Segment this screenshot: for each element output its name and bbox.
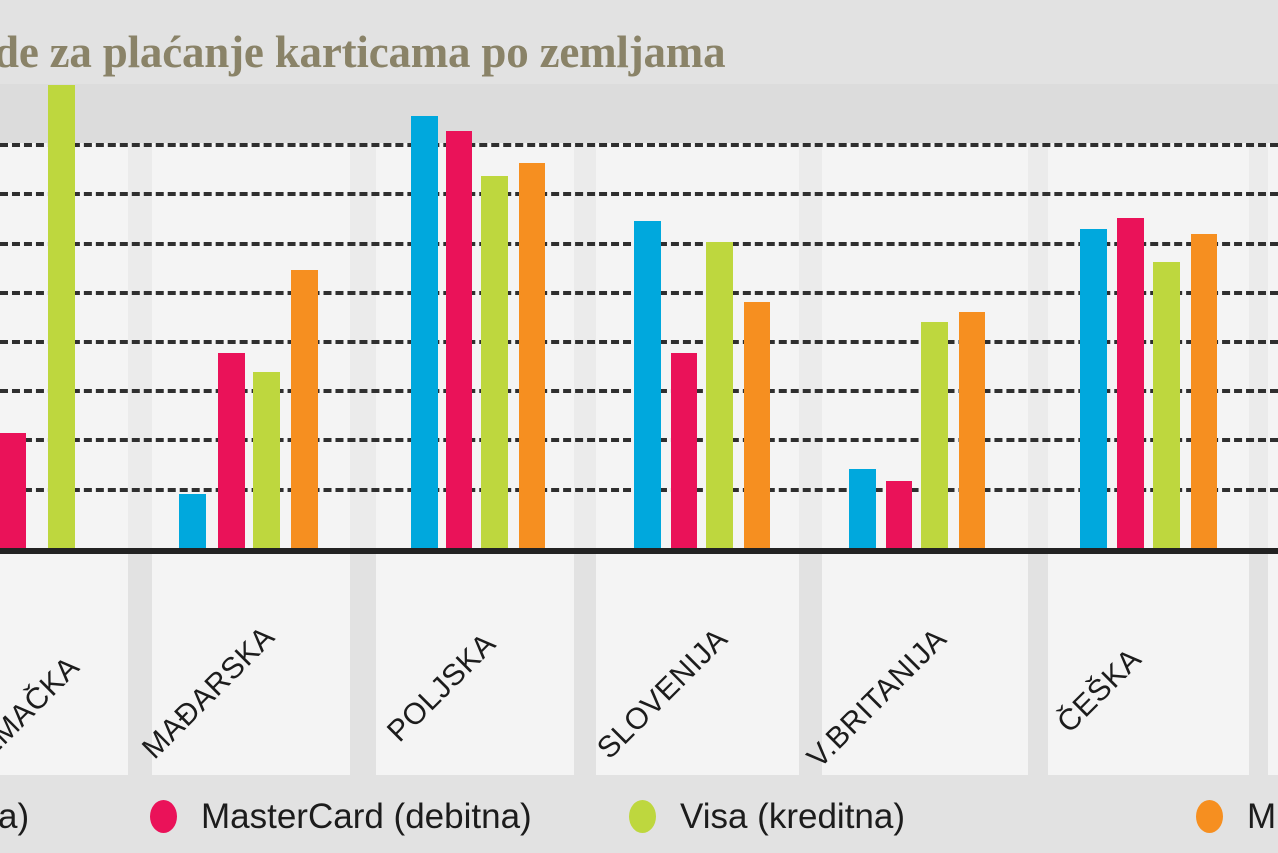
category-label-band: [822, 554, 1028, 775]
legend-label: Visa (kreditna): [680, 796, 906, 836]
plot-area: [0, 84, 1278, 548]
category-label-band: [152, 554, 350, 775]
gridline: [0, 192, 1278, 196]
bar[interactable]: [706, 242, 733, 548]
bar[interactable]: [1191, 234, 1217, 548]
legend-item[interactable]: MasterCard (debitna): [150, 780, 532, 853]
bar[interactable]: [1153, 262, 1180, 548]
bar[interactable]: [519, 163, 545, 548]
bar[interactable]: [849, 469, 876, 548]
legend-item[interactable]: Visa (kreditna): [629, 780, 905, 853]
legend-swatch-circle-icon: [629, 800, 656, 833]
legend-label: MasterCard (debitna): [201, 796, 532, 836]
gridline: [0, 143, 1278, 147]
bar[interactable]: [959, 312, 985, 548]
category-label-band: [596, 554, 799, 775]
bar[interactable]: [0, 433, 26, 548]
bar[interactable]: [634, 221, 661, 548]
x-axis-line: [0, 548, 1278, 554]
category-band: [1268, 143, 1278, 548]
bar[interactable]: [446, 131, 472, 548]
legend-item[interactable]: a): [0, 780, 29, 853]
bar[interactable]: [744, 302, 770, 548]
bar[interactable]: [253, 372, 280, 548]
chart-title: de za plaćanje karticama po zemljama: [0, 27, 726, 77]
bar[interactable]: [481, 176, 508, 548]
bar[interactable]: [179, 494, 206, 548]
legend-swatch-circle-icon: [150, 800, 177, 833]
category-label-band: [0, 554, 128, 775]
bar[interactable]: [886, 481, 912, 548]
bar[interactable]: [671, 353, 697, 548]
category-label-zone: EMAČKA MAĐARSKA POLJSKA SLOVENIJA V.BRITANIJ…: [0, 554, 1278, 780]
bar[interactable]: [1117, 218, 1144, 548]
category-label-band: [1048, 554, 1249, 775]
category-label-band: [1268, 554, 1278, 775]
bar[interactable]: [48, 85, 75, 548]
legend-label: M: [1247, 796, 1277, 836]
legend-item[interactable]: M: [1196, 780, 1276, 853]
bar[interactable]: [411, 116, 438, 548]
legend-swatch-circle-icon: [1196, 800, 1223, 833]
bar[interactable]: [218, 353, 245, 548]
bar[interactable]: [1080, 229, 1107, 548]
chart-legend: a) MasterCard (debitna) Visa (kreditna) M: [0, 780, 1278, 853]
bar[interactable]: [921, 322, 948, 548]
legend-label: a): [0, 796, 30, 836]
bar[interactable]: [291, 270, 318, 548]
category-label-band: [376, 554, 574, 775]
